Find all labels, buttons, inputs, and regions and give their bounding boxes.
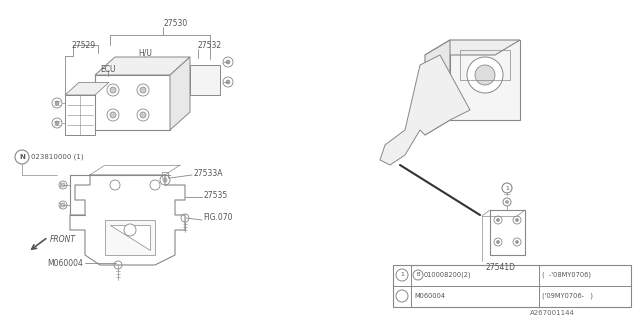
Text: (  -'08MY0706): ( -'08MY0706) xyxy=(542,272,591,278)
Text: H/U: H/U xyxy=(138,49,152,58)
Polygon shape xyxy=(95,57,190,75)
Circle shape xyxy=(475,65,495,85)
Text: 27533A: 27533A xyxy=(193,169,223,178)
Bar xyxy=(65,95,95,135)
Circle shape xyxy=(59,201,67,209)
Circle shape xyxy=(59,181,67,189)
Text: 27529: 27529 xyxy=(72,41,96,50)
Circle shape xyxy=(110,180,120,190)
Circle shape xyxy=(110,87,116,93)
Text: 27532: 27532 xyxy=(198,41,222,50)
Circle shape xyxy=(114,261,122,269)
Circle shape xyxy=(226,60,230,64)
Circle shape xyxy=(413,270,423,280)
Text: 1: 1 xyxy=(400,273,404,277)
Circle shape xyxy=(506,201,509,204)
Circle shape xyxy=(160,175,170,185)
Text: 023810000 (1): 023810000 (1) xyxy=(31,154,84,160)
Polygon shape xyxy=(105,220,155,255)
Text: B: B xyxy=(416,273,420,277)
Circle shape xyxy=(181,214,189,222)
Circle shape xyxy=(140,112,146,118)
Polygon shape xyxy=(170,57,190,130)
Text: M060004: M060004 xyxy=(414,293,445,299)
Bar xyxy=(393,265,631,307)
Circle shape xyxy=(503,198,511,206)
Bar xyxy=(95,75,170,130)
Text: 1: 1 xyxy=(505,186,509,190)
Circle shape xyxy=(140,87,146,93)
Circle shape xyxy=(223,77,233,87)
Polygon shape xyxy=(425,40,450,135)
Polygon shape xyxy=(450,40,520,120)
Circle shape xyxy=(61,183,65,187)
Bar xyxy=(460,50,510,80)
Text: 27541D: 27541D xyxy=(485,263,515,273)
Text: A267001144: A267001144 xyxy=(530,310,575,316)
Circle shape xyxy=(124,224,136,236)
Text: 27530: 27530 xyxy=(163,19,188,28)
Circle shape xyxy=(515,219,518,221)
Circle shape xyxy=(61,203,65,207)
Circle shape xyxy=(494,238,502,246)
Circle shape xyxy=(497,219,499,221)
Circle shape xyxy=(137,84,149,96)
Polygon shape xyxy=(380,55,470,165)
Circle shape xyxy=(107,84,119,96)
Ellipse shape xyxy=(199,67,211,93)
Circle shape xyxy=(55,121,59,125)
Circle shape xyxy=(396,290,408,302)
Bar xyxy=(490,210,525,255)
Circle shape xyxy=(515,241,518,244)
Circle shape xyxy=(497,241,499,244)
Circle shape xyxy=(52,118,62,128)
Circle shape xyxy=(494,216,502,224)
Circle shape xyxy=(513,216,521,224)
Text: 010008200(2): 010008200(2) xyxy=(424,272,472,278)
Text: 27535: 27535 xyxy=(203,190,227,199)
Circle shape xyxy=(226,80,230,84)
Circle shape xyxy=(15,150,29,164)
Circle shape xyxy=(502,183,512,193)
Text: ECU: ECU xyxy=(100,66,115,75)
Circle shape xyxy=(137,109,149,121)
Circle shape xyxy=(467,57,503,93)
Circle shape xyxy=(163,178,167,182)
Bar xyxy=(190,65,220,95)
Circle shape xyxy=(110,112,116,118)
Text: ('09MY0706-   ): ('09MY0706- ) xyxy=(542,293,593,299)
Text: N: N xyxy=(19,154,25,160)
Polygon shape xyxy=(110,225,150,250)
Circle shape xyxy=(150,180,160,190)
Text: FRONT: FRONT xyxy=(50,236,76,244)
Circle shape xyxy=(513,238,521,246)
Circle shape xyxy=(107,109,119,121)
Circle shape xyxy=(223,57,233,67)
Circle shape xyxy=(52,98,62,108)
Polygon shape xyxy=(425,40,520,55)
Circle shape xyxy=(55,101,59,105)
Text: M060004: M060004 xyxy=(47,259,83,268)
Circle shape xyxy=(396,269,408,281)
Text: FIG.070: FIG.070 xyxy=(203,213,232,222)
Polygon shape xyxy=(65,82,109,95)
